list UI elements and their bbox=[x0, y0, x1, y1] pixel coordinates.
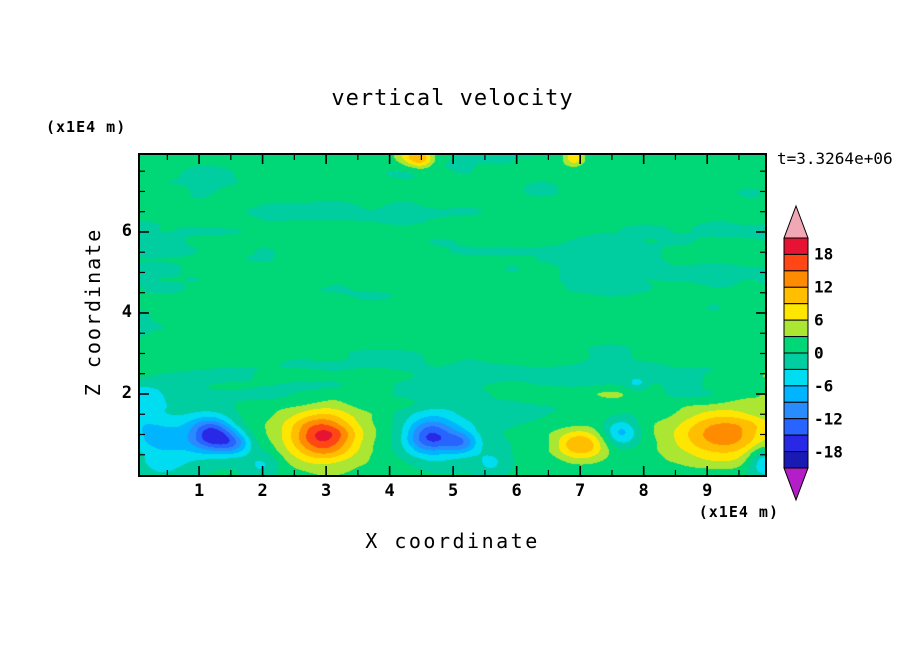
x-tick-label: 1 bbox=[193, 481, 205, 501]
colorbar-segment bbox=[783, 253, 809, 272]
x-tick-label: 8 bbox=[638, 481, 649, 501]
colorbar-segment bbox=[783, 336, 809, 354]
z-tick-label: 4 bbox=[121, 301, 132, 322]
x-tick-label: 7 bbox=[575, 481, 586, 501]
colorbar-tick-label: -18 bbox=[814, 442, 843, 462]
colorbar bbox=[783, 204, 809, 502]
x-axis-unit-label: (x1E4 m) bbox=[698, 503, 779, 521]
x-tick-label: 4 bbox=[384, 481, 395, 501]
colorbar-segment bbox=[783, 401, 809, 420]
x-tick-label: 3 bbox=[320, 481, 332, 501]
colorbar-tick-label: 6 bbox=[814, 310, 824, 330]
colorbar-segment bbox=[783, 237, 809, 255]
axis-ticks bbox=[140, 155, 765, 475]
colorbar-segment bbox=[783, 319, 809, 338]
x-tick-label: 5 bbox=[448, 481, 459, 501]
plot-title: vertical velocity bbox=[331, 86, 574, 111]
colorbar-tick-label: -12 bbox=[814, 409, 843, 429]
x-tick-label: 6 bbox=[511, 481, 522, 501]
z-axis-unit-label: (x1E4 m) bbox=[46, 118, 127, 136]
contour-field bbox=[140, 155, 765, 475]
colorbar-segment bbox=[783, 385, 809, 403]
colorbar-tick-label: -6 bbox=[814, 376, 834, 396]
colorbar-tick-label: 12 bbox=[814, 277, 834, 297]
colorbar-tick-label: 0 bbox=[814, 343, 824, 363]
plot-frame bbox=[138, 153, 767, 477]
time-annotation: t=3.3264e+06 bbox=[777, 149, 893, 168]
z-tick-label: 2 bbox=[121, 382, 132, 403]
z-tick-label: 6 bbox=[121, 220, 132, 241]
x-tick-label: 9 bbox=[702, 481, 713, 501]
x-tick-label: 2 bbox=[257, 481, 268, 501]
colorbar-segment bbox=[783, 303, 809, 321]
colorbar-segment bbox=[783, 270, 809, 288]
x-axis-label: X coordinate bbox=[365, 529, 540, 553]
colorbar-segment bbox=[783, 451, 809, 469]
colorbar-segment bbox=[783, 368, 809, 387]
colorbar-segment bbox=[783, 352, 809, 370]
colorbar-segment bbox=[783, 286, 809, 305]
colorbar-segment bbox=[783, 418, 809, 436]
colorbar-tick-label: 18 bbox=[814, 244, 834, 264]
colorbar-segment bbox=[783, 434, 809, 453]
